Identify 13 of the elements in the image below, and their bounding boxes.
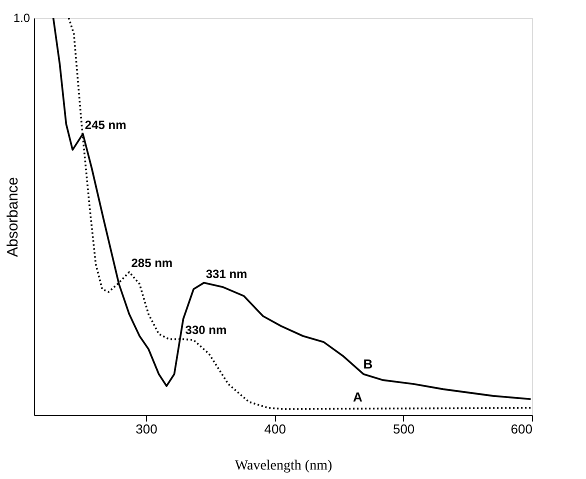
x-tick-label: 500: [392, 422, 415, 436]
y-axis-title: Absorbance: [4, 176, 22, 258]
annotation: 245 nm: [84, 118, 126, 132]
annotation: 331 nm: [206, 266, 248, 281]
x-axis-title: Wavelength (nm): [234, 458, 332, 474]
annotation: 285 nm: [131, 256, 173, 270]
x-tick-label: 600: [510, 422, 532, 436]
text: 1.0: [13, 11, 30, 25]
series-label: B: [363, 356, 373, 372]
annotation: 330 nm: [185, 323, 227, 338]
x-tick-label: 300: [136, 422, 158, 436]
x-tick-label: 400: [264, 422, 286, 436]
series-label: A: [353, 390, 364, 405]
